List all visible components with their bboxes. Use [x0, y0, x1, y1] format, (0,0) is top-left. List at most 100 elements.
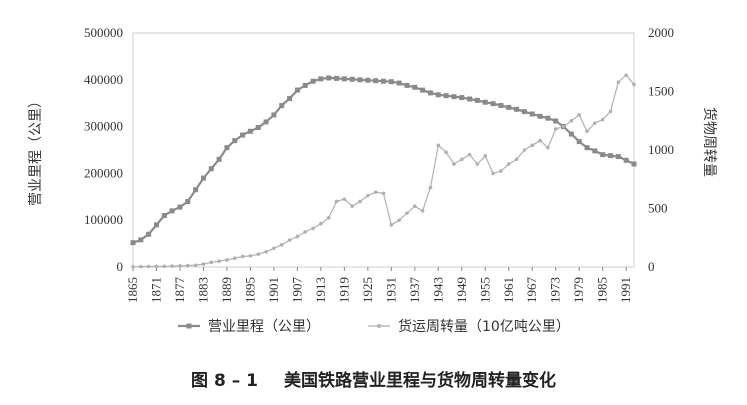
y-right-tick-label: 1500 [648, 84, 674, 99]
y-right-tick-label: 0 [648, 259, 655, 274]
data-point-mileage [302, 82, 308, 88]
data-point-freight [162, 264, 167, 269]
data-point-freight [256, 252, 261, 256]
data-point-freight [178, 264, 182, 268]
data-point-mileage [451, 94, 457, 100]
data-point-freight [491, 171, 495, 176]
data-point-mileage [287, 96, 293, 102]
data-point-freight [201, 262, 206, 266]
data-point-mileage [600, 152, 606, 158]
y-left-axis-title: 营业里程（公里） [28, 94, 44, 206]
data-point-freight [553, 127, 558, 131]
y-left-tick-label: 400000 [84, 72, 123, 87]
data-point-freight [358, 199, 362, 204]
x-tick-label: 1919 [336, 277, 351, 303]
data-point-freight [624, 73, 628, 77]
x-tick-label: 1979 [571, 277, 586, 303]
data-point-mileage [263, 119, 269, 125]
x-tick-label: 1865 [125, 277, 140, 303]
data-point-mileage [388, 79, 394, 85]
data-point-mileage [474, 97, 480, 103]
data-point-mileage [193, 187, 199, 193]
data-point-freight [569, 118, 574, 123]
data-point-freight [616, 80, 621, 84]
data-point-mileage [443, 93, 449, 99]
data-point-mileage [310, 78, 316, 84]
x-tick-label: 1991 [618, 277, 633, 303]
data-point-mileage [334, 75, 340, 81]
figure-title: 美国铁路营业里程与货物周转量变化 [283, 371, 556, 391]
data-point-freight [436, 143, 441, 148]
data-point-freight [303, 230, 308, 234]
data-point-freight [467, 152, 472, 157]
data-point-mileage [373, 78, 379, 84]
y-right-tick-label: 1000 [648, 142, 674, 157]
data-point-mileage [584, 145, 590, 151]
data-point-mileage [200, 175, 206, 181]
data-point-freight [170, 264, 174, 268]
data-point-freight [444, 150, 448, 155]
data-point-freight [585, 129, 589, 134]
data-point-freight [475, 162, 480, 166]
data-point-freight [185, 263, 190, 268]
data-point-mileage [498, 103, 504, 109]
data-point-freight [506, 162, 511, 166]
data-point-freight [342, 197, 347, 201]
data-point-mileage [553, 118, 559, 124]
data-point-freight [193, 263, 198, 268]
data-point-freight [295, 234, 300, 239]
data-point-mileage [349, 76, 355, 82]
data-point-freight [146, 264, 151, 269]
y-left-tick-label: 300000 [84, 119, 123, 134]
data-point-mileage [138, 237, 144, 243]
data-point-freight [522, 148, 527, 152]
x-tick-label: 1907 [289, 277, 304, 304]
x-tick-label: 1931 [383, 277, 398, 303]
data-point-freight [209, 260, 214, 265]
legend-swatch-marker-1 [377, 324, 381, 328]
data-point-freight [279, 242, 284, 247]
x-tick-label: 1937 [407, 277, 422, 304]
data-point-mileage [224, 145, 230, 151]
data-point-mileage [404, 82, 410, 88]
data-point-mileage [459, 95, 465, 101]
data-point-freight [154, 264, 159, 269]
data-point-freight [381, 191, 386, 196]
x-tick-label: 1967 [524, 277, 539, 304]
data-point-mileage [255, 125, 261, 131]
data-point-freight [366, 193, 370, 198]
data-point-mileage [326, 75, 332, 81]
y-left-tick-label: 100000 [84, 212, 123, 227]
data-point-freight [217, 259, 221, 263]
data-point-mileage [521, 109, 527, 115]
data-point-mileage [318, 76, 324, 82]
data-point-mileage [271, 112, 277, 118]
data-point-mileage [568, 131, 574, 137]
x-tick-label: 1973 [548, 277, 563, 303]
data-point-mileage [130, 240, 136, 246]
data-point-freight [561, 124, 566, 129]
data-point-mileage [467, 96, 473, 102]
data-point-mileage [514, 106, 520, 112]
data-point-freight [546, 145, 550, 150]
x-tick-label: 1949 [454, 277, 469, 303]
data-point-mileage [216, 156, 222, 162]
data-point-mileage [506, 104, 512, 110]
x-tick-label: 1961 [501, 277, 516, 303]
y-left-tick-label: 200000 [84, 165, 123, 180]
legend-label-0: 营业里程（公里） [208, 319, 320, 335]
legend-swatch-marker-0 [186, 323, 192, 329]
data-point-freight [326, 216, 331, 220]
data-point-mileage [153, 222, 159, 228]
x-tick-label: 1943 [430, 277, 445, 303]
data-point-mileage [608, 153, 614, 159]
data-point-freight [139, 264, 143, 269]
data-point-freight [389, 223, 394, 227]
data-point-freight [593, 121, 597, 125]
data-point-mileage [357, 77, 363, 83]
data-point-freight [287, 238, 292, 242]
data-point-mileage [247, 128, 253, 134]
data-point-mileage [623, 157, 629, 163]
chart: 0 100000 200000 300000 400000 500000 0 500 1000 1… [28, 25, 718, 335]
figure-caption: 图 8 – 1 美国铁路营业里程与货物周转量变化 [0, 366, 747, 391]
